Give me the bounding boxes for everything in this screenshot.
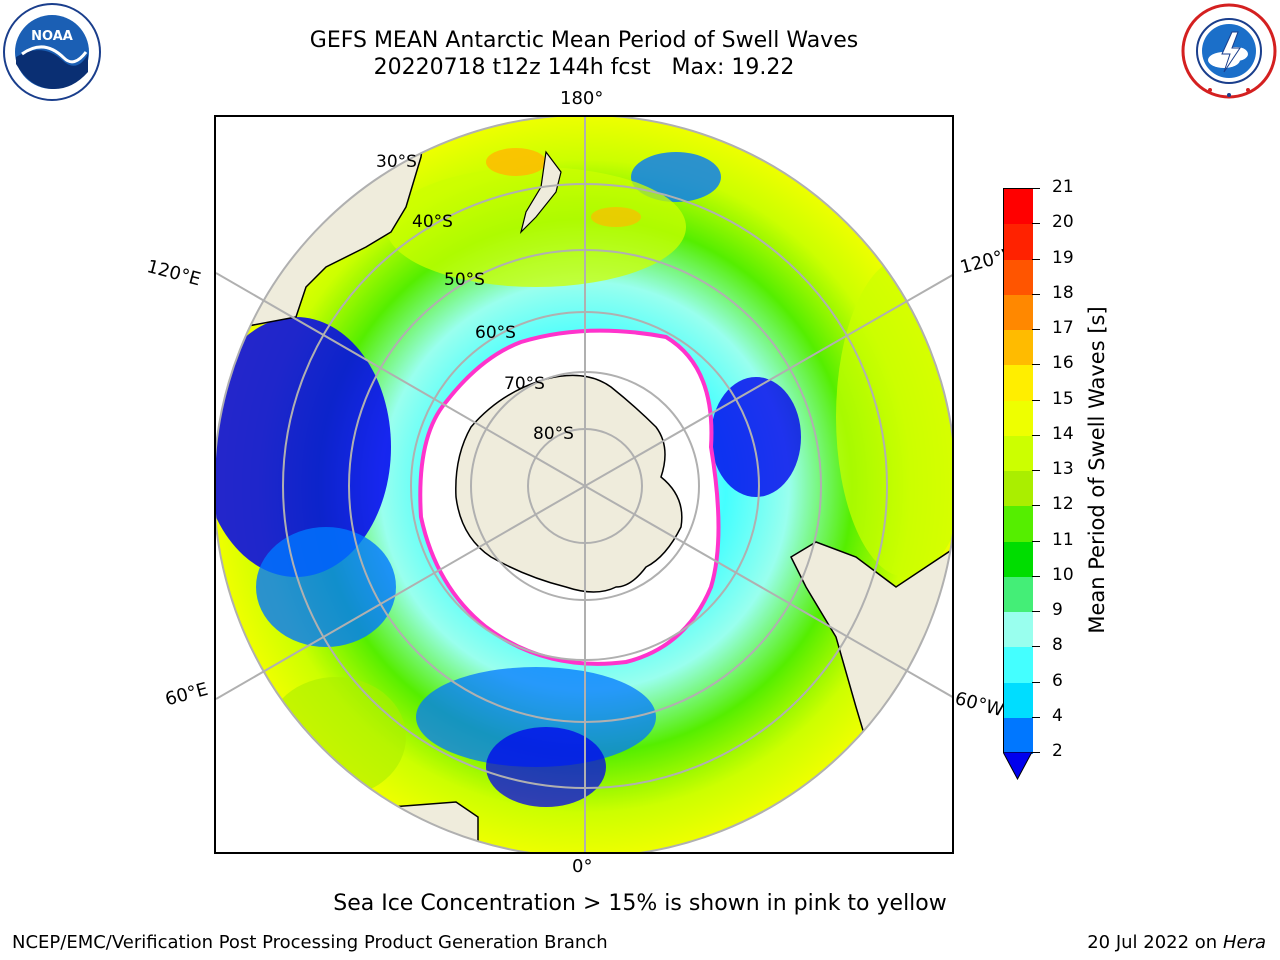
colorbar-segment xyxy=(1004,259,1033,296)
lon-label-180: 180° xyxy=(560,88,604,109)
colorbar-tick xyxy=(1032,223,1040,225)
colorbar-tick-label: 4 xyxy=(1052,705,1063,726)
colorbar-tick xyxy=(1032,188,1040,189)
lon-label-60e: 60°E xyxy=(163,678,211,711)
colorbar-tick xyxy=(1032,646,1040,648)
low-period-region-east xyxy=(711,377,801,497)
colorbar-tick-label: 17 xyxy=(1052,318,1074,338)
colorbar-segment xyxy=(1004,612,1033,648)
colorbar-tick xyxy=(1032,434,1040,436)
low-period-region-south-deep xyxy=(486,727,606,807)
lat-label-40s: 40°S xyxy=(412,212,453,232)
high-period-region-north xyxy=(386,167,686,287)
polar-map xyxy=(216,117,952,852)
colorbar-tick-label: 9 xyxy=(1052,600,1063,620)
colorbar-tick-label: 19 xyxy=(1052,247,1074,268)
meridian-120e xyxy=(216,272,586,487)
colorbar-tick-label: 12 xyxy=(1052,494,1074,515)
colorbar-tick-label: 2 xyxy=(1052,741,1063,761)
footer-date: 20 Jul 2022 on Hera xyxy=(1087,932,1266,953)
high-period-region-southwest xyxy=(266,677,406,797)
noaa-logo: NOAA xyxy=(2,2,102,106)
colorbar-segment xyxy=(1004,330,1033,366)
chart-title: GEFS MEAN Antarctic Mean Period of Swell… xyxy=(309,28,859,53)
low-period-region-southwest xyxy=(256,527,396,647)
chart-subtitle: 20220718 t12z 144h fcst Max: 19.22 xyxy=(373,55,795,80)
lat-label-80s: 80°S xyxy=(533,424,574,444)
land-new-zealand xyxy=(519,150,562,234)
colorbar xyxy=(1003,188,1033,754)
lat-label-30s: 30°S xyxy=(376,152,417,172)
colorbar-tick xyxy=(1032,258,1040,260)
land-madagascar xyxy=(216,761,302,823)
colorbar-segment xyxy=(1004,435,1033,472)
colorbar-tick xyxy=(1032,505,1040,507)
colorbar-segment xyxy=(1004,576,1033,613)
meridian-120w xyxy=(584,274,952,487)
lon-label-60w: 60°W xyxy=(952,688,1007,722)
lon-label-120e: 120°E xyxy=(144,256,203,291)
colorbar-segment xyxy=(1004,717,1033,754)
colorbar-segment xyxy=(1004,224,1033,260)
colorbar-tick-label: 10 xyxy=(1052,564,1074,585)
noaa-logo-text: NOAA xyxy=(31,29,73,44)
peak-period-region-1 xyxy=(486,148,546,176)
footer-machine: Hera xyxy=(1222,932,1266,953)
colorbar-tick xyxy=(1032,752,1040,753)
footer-producer: NCEP/EMC/Verification Post Processing Pr… xyxy=(12,932,608,953)
nws-logo-icon xyxy=(1181,3,1277,99)
meridian-60w xyxy=(584,485,952,698)
colorbar-tick xyxy=(1032,681,1040,683)
colorbar-title: Mean Period of Swell Waves [s] xyxy=(1085,306,1109,634)
colorbar-tick-label: 13 xyxy=(1052,459,1074,479)
colorbar-extend-arrow xyxy=(1003,752,1032,780)
colorbar-tick xyxy=(1032,364,1040,366)
map-panel xyxy=(214,115,954,854)
colorbar-tick-label: 6 xyxy=(1052,670,1063,691)
peak-period-region-2 xyxy=(591,207,641,227)
colorbar-tick xyxy=(1032,540,1040,542)
colorbar-segment xyxy=(1004,471,1033,507)
colorbar-segment xyxy=(1004,294,1033,331)
colorbar-tick xyxy=(1032,716,1040,718)
colorbar-tick-label: 8 xyxy=(1052,635,1063,656)
colorbar-segment xyxy=(1004,682,1033,719)
colorbar-tick xyxy=(1032,470,1040,471)
colorbar-tick-label: 15 xyxy=(1052,388,1074,409)
colorbar-tick-label: 11 xyxy=(1052,529,1074,550)
colorbar-segment xyxy=(1004,365,1033,401)
colorbar-tick xyxy=(1032,293,1040,295)
nws-logo xyxy=(1180,2,1278,104)
colorbar-tick-label: 20 xyxy=(1052,212,1074,233)
low-period-region-north xyxy=(631,152,721,202)
footer-date-text: 20 Jul 2022 on xyxy=(1087,932,1223,953)
colorbar-tick-label: 18 xyxy=(1052,282,1074,303)
lat-label-60s: 60°S xyxy=(475,323,516,343)
lat-label-50s: 50°S xyxy=(444,270,485,290)
colorbar-tick xyxy=(1032,329,1040,330)
colorbar-tick xyxy=(1032,575,1040,577)
colorbar-segment xyxy=(1004,189,1033,225)
noaa-logo-icon: NOAA xyxy=(3,3,101,101)
lon-label-0: 0° xyxy=(572,856,593,877)
meridian-60e xyxy=(216,485,586,700)
lat-label-70s: 70°S xyxy=(504,374,545,394)
colorbar-tick-label: 21 xyxy=(1052,177,1074,197)
colorbar-tick-label: 16 xyxy=(1052,353,1074,374)
colorbar-tick-label: 14 xyxy=(1052,423,1074,444)
sea-ice-annotation: Sea Ice Concentration > 15% is shown in … xyxy=(333,891,947,916)
colorbar-segment xyxy=(1004,400,1033,437)
colorbar-segment xyxy=(1004,506,1033,542)
colorbar-tick xyxy=(1032,611,1040,612)
colorbar-segment xyxy=(1004,647,1033,683)
colorbar-segment xyxy=(1004,541,1033,578)
low-period-region-west xyxy=(216,317,391,577)
graticule xyxy=(216,117,952,852)
antarctica-landmass xyxy=(455,374,683,593)
colorbar-tick xyxy=(1032,399,1040,401)
